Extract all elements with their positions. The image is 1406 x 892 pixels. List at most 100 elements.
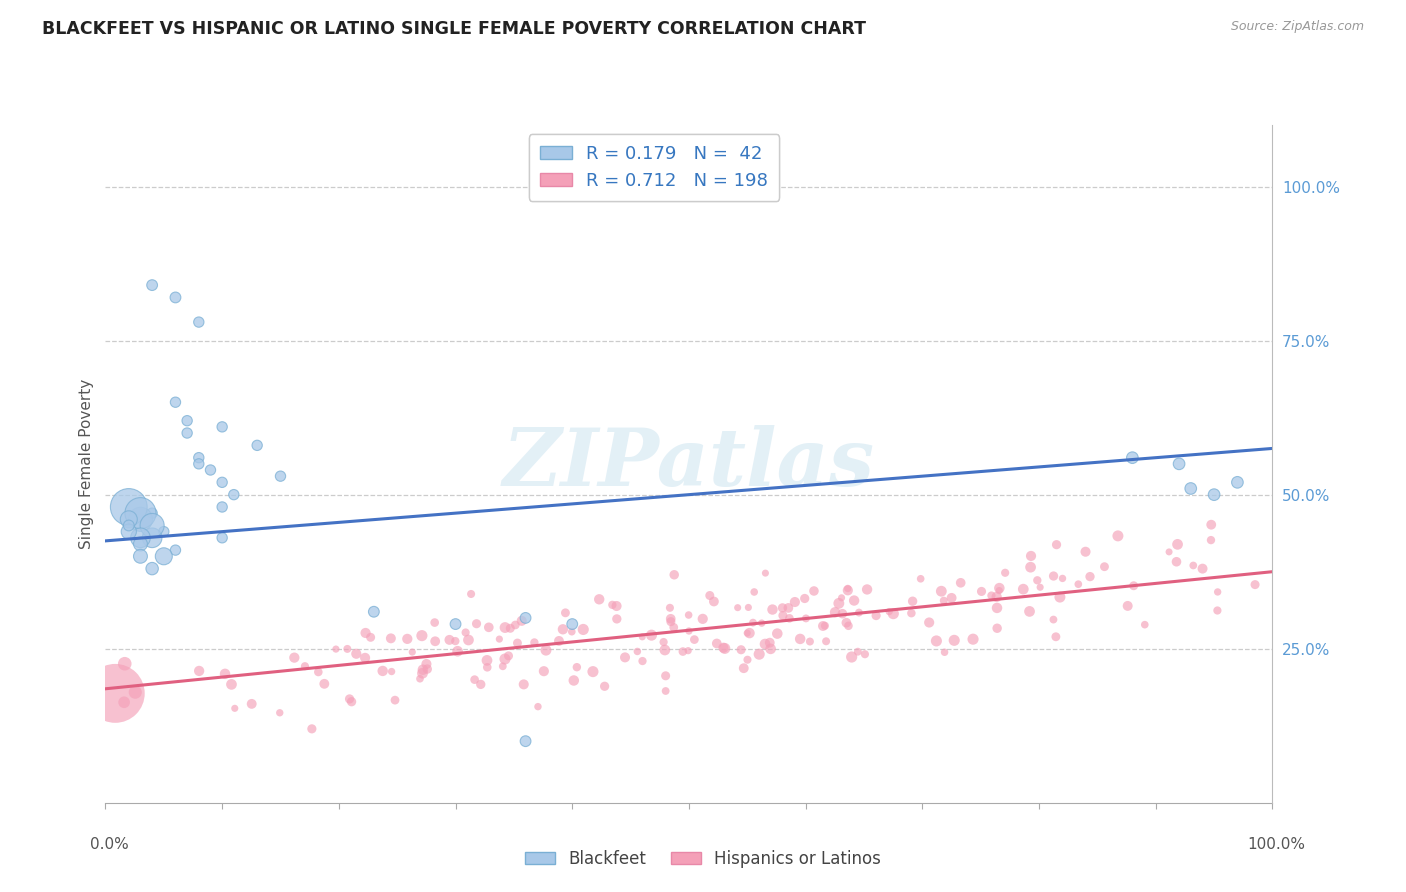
Point (561, 624, 583, 639)
Point (901, 594, 924, 608)
Point (363, 605, 385, 619)
Point (153, 549, 174, 564)
Point (1226, 475, 1249, 490)
Point (454, 625, 477, 640)
Point (554, 606, 576, 620)
Point (778, 611, 800, 625)
Point (412, 666, 434, 681)
Point (505, 618, 527, 632)
Point (446, 644, 468, 658)
Point (475, 653, 498, 667)
Point (118, 500, 141, 514)
Point (678, 624, 700, 638)
Point (1168, 457, 1191, 471)
Point (572, 623, 595, 637)
Point (314, 677, 336, 691)
Point (187, 457, 209, 471)
Point (676, 643, 699, 657)
Point (714, 641, 737, 656)
Point (1121, 450, 1143, 465)
Point (970, 584, 993, 599)
Point (344, 647, 367, 661)
Point (737, 600, 759, 615)
Point (457, 632, 479, 647)
Point (494, 652, 516, 666)
Point (848, 606, 870, 620)
Point (444, 617, 467, 632)
Point (165, 543, 187, 558)
Point (986, 621, 1008, 635)
Point (112, 695, 135, 709)
Point (415, 657, 437, 671)
Point (214, 666, 236, 681)
Point (841, 650, 863, 665)
Point (986, 590, 1008, 604)
Point (129, 506, 152, 520)
Point (931, 584, 953, 599)
Point (118, 512, 141, 526)
Point (439, 632, 461, 647)
Point (602, 598, 624, 612)
Point (477, 660, 499, 674)
Point (1180, 482, 1202, 496)
Point (1029, 580, 1052, 594)
Point (706, 636, 728, 650)
Point (301, 722, 323, 736)
Point (910, 572, 932, 586)
Point (1182, 558, 1205, 573)
Point (877, 605, 900, 619)
Point (1157, 545, 1180, 559)
Point (1244, 577, 1267, 591)
Point (1167, 537, 1189, 551)
Point (865, 608, 887, 623)
Point (678, 607, 700, 622)
Point (1199, 517, 1222, 532)
Point (1045, 630, 1067, 644)
Point (118, 524, 141, 539)
Point (488, 632, 510, 646)
Y-axis label: Single Female Poverty: Single Female Poverty (79, 379, 94, 549)
Point (498, 648, 520, 663)
Point (1107, 529, 1129, 543)
Point (748, 647, 770, 661)
Point (772, 600, 794, 615)
Point (658, 600, 681, 615)
Point (799, 634, 821, 648)
Point (444, 634, 467, 648)
Point (582, 665, 605, 679)
Point (114, 657, 136, 671)
Point (900, 606, 922, 620)
Point (211, 420, 233, 434)
Point (828, 596, 851, 610)
Point (269, 706, 291, 720)
Point (176, 425, 198, 440)
Point (1012, 582, 1035, 596)
Point (814, 618, 837, 632)
Point (1042, 613, 1064, 627)
Point (515, 734, 537, 748)
Point (652, 635, 675, 649)
Point (846, 645, 869, 659)
Point (283, 650, 305, 665)
Point (593, 679, 616, 693)
Point (654, 643, 676, 657)
Point (1019, 560, 1042, 574)
Point (533, 664, 555, 678)
Point (527, 699, 550, 714)
Point (371, 664, 394, 678)
Point (659, 612, 682, 626)
Point (129, 537, 152, 551)
Point (523, 635, 546, 649)
Point (831, 607, 853, 621)
Point (499, 621, 522, 635)
Point (1133, 617, 1156, 632)
Point (515, 611, 537, 625)
Point (815, 634, 838, 648)
Point (401, 645, 423, 659)
Point (221, 677, 243, 691)
Point (1166, 555, 1188, 569)
Point (758, 635, 780, 649)
Point (325, 642, 347, 657)
Point (416, 662, 439, 676)
Point (614, 650, 637, 665)
